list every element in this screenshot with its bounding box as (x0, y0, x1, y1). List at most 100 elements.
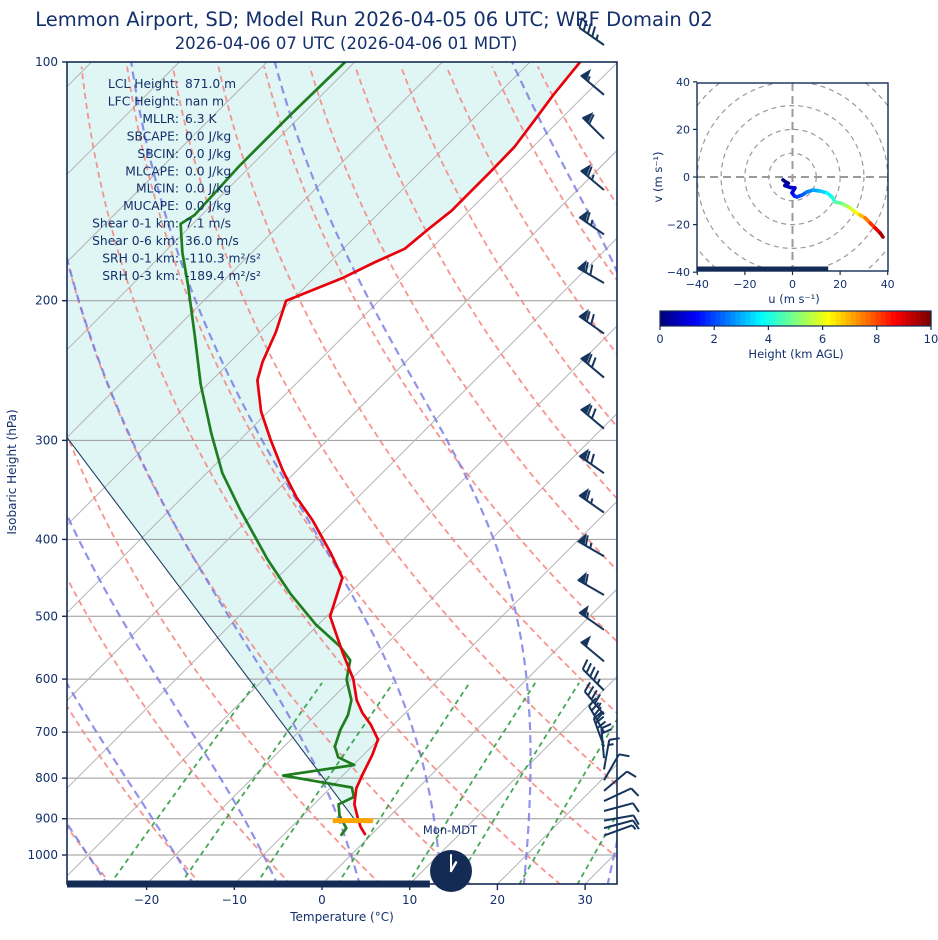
colorbar-gradient-segment (755, 311, 761, 326)
hodograph-yaxis-label: v (m s⁻¹) (651, 152, 665, 203)
stat-value: 0.0 J/kg (185, 182, 231, 196)
stat-value: -189.4 m²/s² (185, 269, 261, 283)
stat-label: MUCAPE: (123, 199, 179, 213)
stat-label: MLLR: (142, 112, 179, 126)
wind-barb (578, 573, 604, 595)
colorbar-gradient-segment (886, 311, 892, 326)
colorbar-gradient-segment (901, 311, 907, 326)
stat-value: -110.3 m²/s² (185, 252, 261, 266)
wind-barb-feather (592, 358, 596, 368)
wind-barb-feather (609, 738, 619, 740)
wind-barb-feather (627, 772, 636, 777)
colorbar-gradient-segment (690, 311, 696, 326)
colorbar-tick-label: 2 (711, 332, 718, 346)
colorbar-gradient-segment (750, 311, 756, 326)
pressure-tick-label: 1000 (27, 848, 58, 862)
stat-value: 0.0 J/kg (185, 129, 231, 143)
colorbar-gradient-segment (811, 311, 817, 326)
hodograph-y-tick-label: 40 (676, 76, 690, 89)
pressure-tick-label: 500 (35, 609, 58, 623)
pressure-tick-label: 200 (35, 294, 58, 308)
hodograph-x-tick-label: −20 (733, 278, 756, 291)
valid-time-clock (430, 850, 472, 892)
colorbar-gradient-segment (720, 311, 726, 326)
wind-barb-feather (586, 262, 588, 272)
colorbar-gradient-segment (871, 311, 877, 326)
stat-label: Shear 0-1 km: (92, 217, 179, 231)
wind-barb-half-feather (587, 613, 588, 618)
wind-barb (583, 113, 604, 139)
colorbar-gradient-segment (896, 311, 902, 326)
stat-label: SBCAPE: (127, 129, 179, 143)
wind-barb-feather (586, 663, 591, 673)
colorbar-gradient-segment (710, 311, 716, 326)
colorbar-tick-label: 4 (765, 332, 772, 346)
wind-barb (578, 534, 604, 556)
colorbar-gradient-segment (695, 311, 701, 326)
colorbar-gradient-segment (866, 311, 872, 326)
mixing-ratio-line (519, 683, 639, 885)
colorbar-label: Height (km AGL) (748, 347, 843, 361)
stat-value: 7.1 m/s (185, 217, 231, 231)
wind-barb (581, 70, 604, 95)
wind-barb-pennant (578, 261, 586, 271)
colorbar-gradient-segment (861, 311, 867, 326)
isotherm-line (410, 62, 938, 884)
mixing-ratio-line (455, 683, 580, 885)
wind-barb-half-feather (588, 76, 590, 81)
colorbar-gradient-segment (911, 311, 917, 326)
stat-value: 871.0 m (185, 77, 236, 91)
colorbar-gradient-segment (790, 311, 796, 326)
colorbar-tick-label: 6 (819, 332, 826, 346)
hodograph-y-tick-label: 0 (683, 171, 690, 184)
colorbar-gradient-segment (730, 311, 736, 326)
hodograph-clipped-content (674, 58, 912, 296)
colorbar-gradient-segment (836, 311, 842, 326)
mixing-ratio-line (110, 683, 256, 885)
stat-label: LCL Height: (108, 77, 179, 91)
colorbar-gradient-segment (785, 311, 791, 326)
wind-barb-pennant (581, 637, 590, 647)
pressure-tick-label: 900 (35, 812, 58, 826)
wind-barb (604, 803, 639, 812)
hodograph-y-tick-label: −40 (667, 266, 690, 279)
wind-barb-feather (590, 667, 595, 677)
wind-barb-feather (586, 574, 588, 584)
temperature-tick-label: −10 (222, 893, 247, 907)
wind-barb-half-feather (632, 825, 635, 829)
wind-barb-pennant (578, 573, 586, 583)
wind-barb-feather (619, 754, 629, 756)
hodograph-y-tick-label: 20 (676, 123, 690, 136)
colorbar-gradient-segment (846, 311, 852, 326)
hodograph-y-tick-label: −20 (667, 219, 690, 232)
isotherm-line (585, 62, 938, 884)
stat-value: 0.0 J/kg (185, 164, 231, 178)
colorbar-gradient-segment (921, 311, 927, 326)
wind-barb-feather (583, 660, 588, 670)
temperature-tick-label: −20 (134, 893, 159, 907)
stat-label: SBCIN: (137, 147, 179, 161)
stat-value: 0.0 J/kg (185, 199, 231, 213)
wind-barb-staff (604, 803, 633, 811)
colorbar-gradient-segment (745, 311, 751, 326)
colorbar-gradient-segment (826, 311, 832, 326)
colorbar-gradient-segment (816, 311, 822, 326)
stat-label: Shear 0-6 km: (92, 234, 179, 248)
wind-barb (604, 788, 639, 801)
isotherm-line (673, 62, 938, 884)
colorbar-gradient-segment (906, 311, 912, 326)
stat-value: 0.0 J/kg (185, 147, 231, 161)
wind-barb-feather (591, 454, 594, 464)
skewt-xaxis-label: Temperature (°C) (289, 910, 394, 924)
wind-barb-column (578, 18, 639, 836)
colorbar-gradient-segment (856, 311, 862, 326)
stat-value: 6.3 K (185, 112, 217, 126)
figure-subtitle: 2026-04-06 07 UTC (2026-04-06 01 MDT) (175, 34, 518, 53)
colorbar-gradient-segment (760, 311, 766, 326)
colorbar-gradient-segment (725, 311, 731, 326)
colorbar-gradient-segment (821, 311, 827, 326)
colorbar-gradient-segment (796, 311, 802, 326)
hodograph-x-tick-label: 20 (833, 278, 847, 291)
